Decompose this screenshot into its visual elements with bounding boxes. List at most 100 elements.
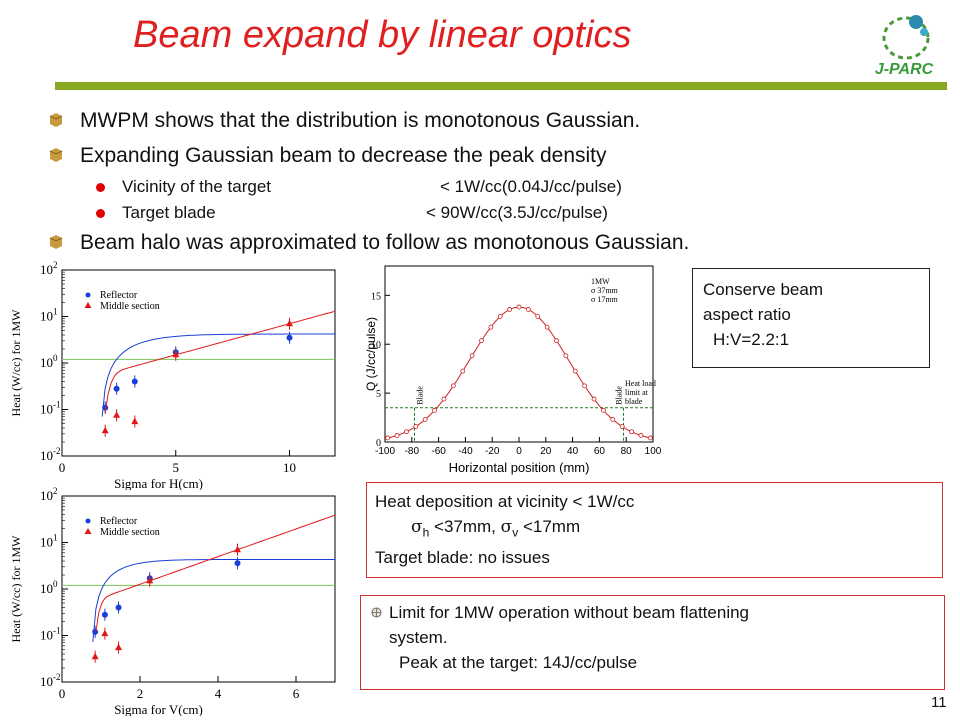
x-tick-label: 0 xyxy=(516,446,522,457)
data-point xyxy=(460,368,466,374)
data-point xyxy=(610,417,616,422)
bullet-item: Beam halo was approximated to follow as … xyxy=(48,226,928,261)
data-point xyxy=(572,368,578,374)
y-tick-label: 101 xyxy=(40,307,58,324)
data-point xyxy=(101,611,108,618)
logo-ring xyxy=(882,16,930,60)
data-point xyxy=(554,338,559,344)
x-tick-label: 40 xyxy=(567,446,579,457)
q-vs-horizontal-position-chart: 0 5 10 15 -100 -80 -60 -40 -20 0 20 40 60 80 100 Horizo… xyxy=(364,265,662,475)
y-axis-label: Q (J/cc/pulse) xyxy=(364,317,378,391)
data-point xyxy=(619,424,625,429)
data-point xyxy=(92,628,99,635)
fit-curve xyxy=(104,310,336,414)
annotation-blade-right: Blade xyxy=(615,386,624,405)
sub-bullet-value: < 90W/cc(3.5J/cc/pulse) xyxy=(426,203,608,222)
data-point xyxy=(101,426,109,434)
y-tick-label: 100 xyxy=(40,579,58,596)
x-tick-label: 0 xyxy=(59,686,66,701)
data-point xyxy=(413,424,419,429)
legend-marker xyxy=(85,292,91,298)
data-point xyxy=(286,334,293,341)
y-tick-label: 0 xyxy=(376,438,381,449)
y-tick-label: 102 xyxy=(40,486,58,503)
data-point xyxy=(146,576,154,584)
heat-vs-sigma-v-chart: 10-2 10-1 100 101 102 0 2 4 6 Sigma for V(cm) Heat… xyxy=(9,486,336,716)
data-point xyxy=(525,307,531,312)
annotation-power: 1MW xyxy=(591,277,610,286)
x-tick-label: 10 xyxy=(283,460,296,475)
x-tick-label: -80 xyxy=(405,446,420,457)
limit-line-3: Peak at the target: 14J/cc/pulse xyxy=(399,653,638,672)
annotation-heat-load: Heat load xyxy=(625,379,656,388)
logo-dot-small xyxy=(920,28,928,36)
sub-bullet-label: Vicinity of the target xyxy=(122,177,271,196)
red-bullet-icon xyxy=(96,183,105,192)
legend-marker xyxy=(85,518,91,524)
aspect-line-3: H:V=2.2:1 xyxy=(713,330,790,349)
x-axis-label: Sigma for V(cm) xyxy=(114,702,203,716)
data-point xyxy=(432,407,437,413)
legend-label: Middle section xyxy=(100,527,160,538)
sphere-bullet-icon xyxy=(371,607,382,618)
bullet-icon xyxy=(49,113,63,127)
data-point xyxy=(131,417,139,425)
aspect-line-1: Conserve beam xyxy=(703,280,824,299)
data-point xyxy=(516,304,522,310)
data-point xyxy=(113,411,121,418)
bullet-icon xyxy=(49,235,63,249)
y-tick-label: 101 xyxy=(40,533,58,550)
fit-curve xyxy=(95,514,336,632)
logo-text: J-PARC xyxy=(875,61,934,78)
data-point xyxy=(563,353,569,359)
data-point xyxy=(234,560,241,567)
limit-line-2: system. xyxy=(389,628,448,647)
fit-curve xyxy=(101,333,335,417)
data-point xyxy=(115,604,122,611)
bullet-text: Expanding Gaussian beam to decrease the … xyxy=(80,144,607,167)
x-tick-label: 6 xyxy=(293,686,300,701)
data-point xyxy=(286,319,293,327)
y-tick-label: 102 xyxy=(40,260,58,277)
data-point xyxy=(385,435,391,441)
data-point xyxy=(544,324,550,330)
x-tick-label: 20 xyxy=(540,446,552,457)
jparc-logo: J-PARC xyxy=(875,15,934,78)
y-tick-label: 10 xyxy=(371,340,381,351)
legend-marker xyxy=(84,528,92,534)
title-divider xyxy=(55,82,947,90)
sub-bullet-item: Target blade < 90W/cc(3.5J/cc/pulse) xyxy=(48,200,928,226)
data-point xyxy=(131,378,138,385)
legend-label: Reflector xyxy=(100,290,138,301)
y-tick-label: 10-1 xyxy=(40,626,61,643)
annotation-blade-left: Blade xyxy=(415,386,424,405)
data-point xyxy=(172,350,180,358)
sigma-symbol: σ xyxy=(500,517,513,537)
x-tick-label: -100 xyxy=(375,446,395,457)
data-point xyxy=(638,433,644,438)
data-point xyxy=(91,652,99,660)
legend-label: Middle section xyxy=(100,301,160,312)
data-point xyxy=(404,429,409,435)
page-number: 11 xyxy=(931,694,947,711)
data-point xyxy=(488,324,494,330)
legend-label: Reflector xyxy=(100,516,138,527)
aspect-ratio-box: Conserve beam aspect ratio H:V=2.2:1 xyxy=(692,268,930,368)
logo-dot xyxy=(909,15,923,29)
x-tick-label: 2 xyxy=(137,686,144,701)
heat-deposition-box: Heat deposition at vicinity < 1W/cc σh <… xyxy=(366,482,943,578)
red-bullet-icon xyxy=(96,209,105,218)
y-axis-label: Heat (W/cc) for 1MW xyxy=(9,535,23,643)
data-point xyxy=(507,307,513,312)
fit-curve xyxy=(92,559,335,643)
sub-bullet-label: Target blade xyxy=(122,203,216,222)
x-tick-label: 80 xyxy=(621,446,633,457)
data-point xyxy=(629,429,634,435)
sub-bullet-item: Vicinity of the target < 1W/cc(0.04J/cc/… xyxy=(48,174,928,200)
bullet-icon xyxy=(49,148,63,162)
y-tick-label: 100 xyxy=(40,353,58,370)
bullet-item: MWPM shows that the distribution is mono… xyxy=(48,104,928,139)
heat-line-2a: <37mm, xyxy=(429,517,501,536)
sub-bullet-value: < 1W/cc(0.04J/cc/pulse) xyxy=(440,177,622,196)
slide-title: Beam expand by linear optics xyxy=(133,14,632,56)
